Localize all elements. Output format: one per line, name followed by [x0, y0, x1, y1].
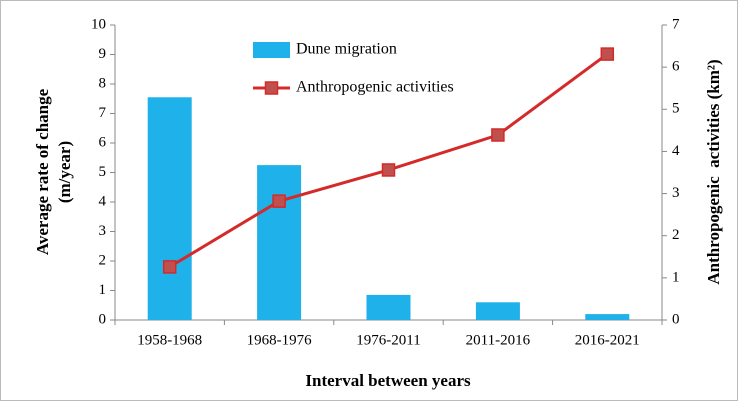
x-tick-label: 1976-2011 — [356, 332, 420, 348]
y-tick-label: 10 — [91, 16, 106, 32]
y2-tick-label: 2 — [672, 227, 680, 243]
y-tick-label: 5 — [99, 164, 107, 180]
y-axis-title: Average rate of change — [33, 88, 52, 255]
line-marker — [491, 128, 505, 142]
bar — [475, 302, 520, 320]
y-tick-label: 1 — [99, 282, 107, 298]
x-tick-label: 1958-1968 — [137, 332, 202, 348]
y-tick-label: 8 — [99, 75, 107, 91]
bar — [585, 314, 630, 320]
bar — [257, 165, 302, 320]
y-tick-label: 6 — [99, 134, 107, 150]
x-tick-label: 2016-2021 — [575, 332, 640, 348]
y2-tick-label: 4 — [672, 143, 680, 159]
legend-swatch — [264, 81, 279, 95]
x-tick-label: 1968-1976 — [247, 332, 312, 348]
y2-tick-label: 6 — [672, 59, 680, 75]
x-tick-label: 2011-2016 — [466, 332, 531, 348]
y2-axis-title: Anthropogenic activities (km²) — [704, 59, 723, 284]
x-axis-title: Interval between years — [305, 371, 471, 390]
line-marker — [600, 47, 615, 61]
bar — [366, 294, 411, 320]
y-tick-label: 9 — [99, 46, 107, 62]
y2-tick-label: 1 — [672, 269, 680, 285]
line-marker — [381, 163, 396, 177]
y-axis-title-group: Average rate of change (m/year) — [33, 88, 74, 255]
y2-tick-label: 0 — [672, 311, 680, 327]
y-tick-label: 0 — [99, 311, 107, 327]
y2-tick-label: 5 — [672, 101, 680, 117]
line-marker — [162, 260, 177, 274]
y2-tick-label: 7 — [672, 16, 680, 32]
y2-axis-title-group: Anthropogenic activities (km²) — [704, 59, 723, 284]
y-tick-label: 7 — [99, 105, 107, 121]
legend-label: Dune migration — [296, 41, 397, 58]
y-tick-label: 2 — [99, 252, 107, 268]
bar — [147, 97, 192, 321]
y-tick-label: 3 — [99, 223, 107, 239]
y2-tick-label: 3 — [672, 185, 680, 201]
legend-label: Anthropogenic activities — [296, 79, 454, 96]
line-marker — [272, 194, 286, 208]
y-axis-title: (m/year) — [55, 141, 74, 203]
legend-swatch — [253, 42, 290, 58]
y-tick-label: 4 — [99, 193, 107, 209]
